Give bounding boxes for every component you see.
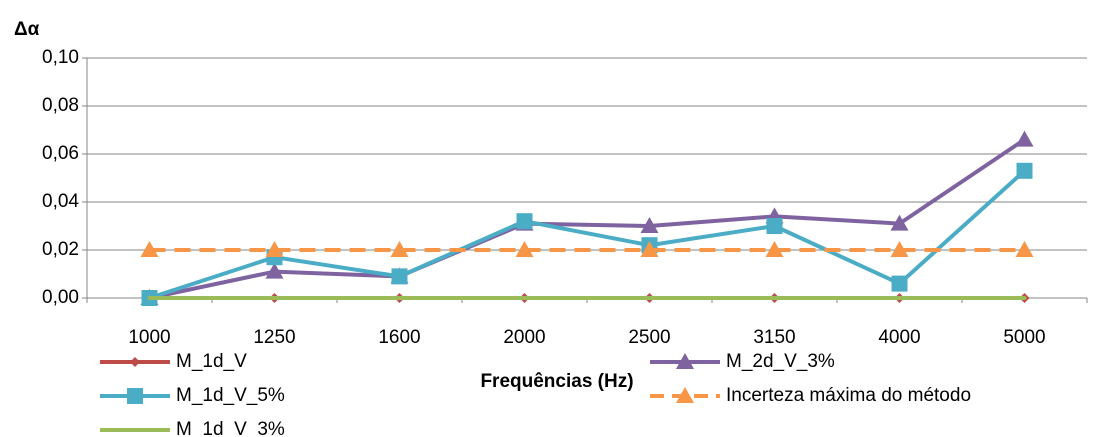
x-tick-label: 2000 — [503, 327, 545, 348]
data-point — [890, 214, 909, 231]
data-point — [1015, 130, 1034, 147]
series-line — [149, 137, 1026, 300]
data-point — [1016, 162, 1033, 179]
data-point — [522, 296, 527, 300]
data-point — [140, 241, 159, 257]
x-axis-label: Frequências (Hz) — [480, 371, 633, 392]
y-tick-label: 0,04 — [42, 191, 79, 212]
x-tick-label: 1250 — [253, 327, 295, 348]
data-point — [390, 241, 409, 257]
data-point — [397, 296, 402, 300]
data-point — [765, 241, 784, 257]
data-point — [265, 241, 284, 257]
x-tick-label: 1000 — [128, 327, 170, 348]
y-axis-label: Δα — [14, 19, 40, 40]
legend-label: Incerteza máxima do método — [726, 385, 971, 406]
data-point — [516, 213, 533, 230]
data-point — [766, 218, 783, 234]
data-point — [515, 241, 534, 257]
y-tick-label: 0,08 — [42, 95, 79, 116]
data-point — [647, 296, 652, 300]
y-tick-label: 0,00 — [42, 287, 79, 308]
legend-marker — [127, 388, 143, 404]
x-tick-label: 1600 — [378, 327, 420, 348]
legend-label: M_1d_V_5% — [176, 385, 285, 406]
x-tick-label: 2500 — [628, 327, 670, 348]
data-point — [772, 296, 777, 300]
x-tick-label: 4000 — [878, 327, 920, 348]
data-point — [391, 268, 408, 285]
legend-marker — [130, 357, 140, 367]
data-point — [1022, 296, 1027, 300]
x-tick-label: 5000 — [1003, 327, 1045, 348]
legend-label: M_2d_V_3% — [726, 351, 835, 372]
data-point — [272, 296, 277, 300]
data-point — [897, 296, 902, 300]
data-point — [640, 217, 659, 233]
data-point — [890, 241, 909, 257]
series-line — [148, 169, 1026, 300]
data-point — [891, 275, 908, 292]
data-point — [1015, 241, 1034, 257]
legend-label: M_1d_V_3% — [176, 419, 285, 437]
legend-label: M_1d_V — [176, 351, 247, 372]
data-point — [640, 241, 659, 257]
legend-marker — [676, 353, 694, 369]
x-tick-label: 3150 — [753, 327, 795, 348]
data-point — [147, 296, 152, 300]
data-point — [265, 262, 284, 279]
y-tick-label: 0,10 — [42, 47, 79, 68]
y-tick-label: 0,06 — [42, 143, 79, 164]
legend-marker — [676, 387, 694, 403]
y-tick-label: 0,02 — [42, 239, 79, 260]
